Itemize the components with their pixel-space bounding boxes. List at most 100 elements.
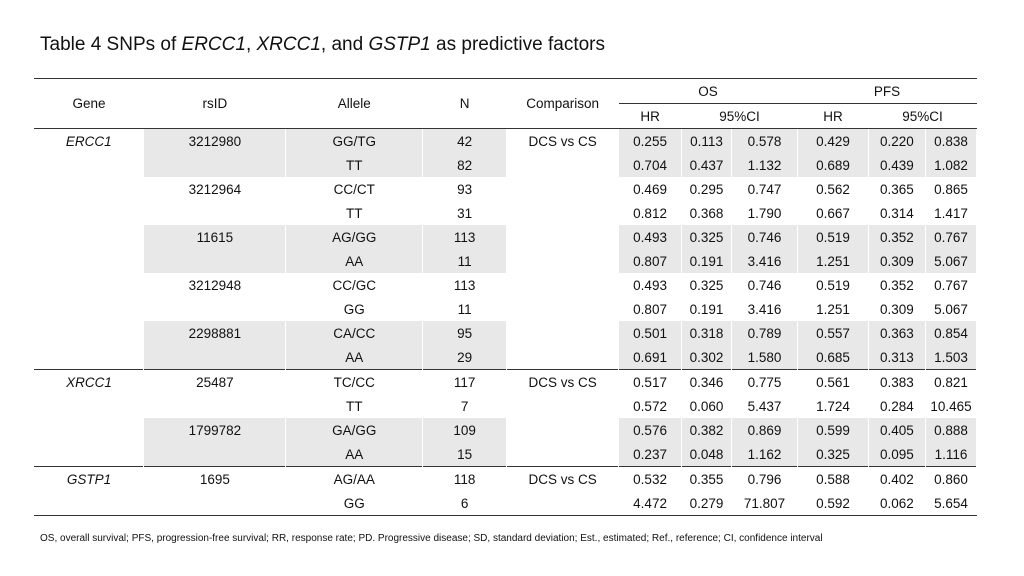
cell-os-hi: 3.416: [747, 301, 782, 317]
cell-n: 93: [457, 181, 473, 197]
cell-pfs-hr: 1.251: [797, 249, 869, 273]
cell-pfs-lo: 0.062: [868, 491, 926, 516]
cell-comparison: DCS vs CS: [528, 133, 597, 149]
cell-pfs-lo: 0.405: [867, 418, 926, 442]
table-header: Gene rsID Allele N Comparison OS PFS HR …: [34, 78, 977, 129]
table-row: 1799782 GA/GG 109 0.576 0.382 0.869 0.599 0.405…: [34, 418, 978, 442]
cell-allele: GA/GG: [285, 418, 424, 442]
cell-os-hr: 0.493: [618, 225, 683, 249]
cell-os-hr: 0.807: [633, 301, 667, 317]
cell-n: 11: [422, 249, 508, 273]
cell-os-lo: 0.325: [681, 225, 733, 249]
cell-rsid: 3212964: [188, 181, 242, 197]
header-pfs-ci: 95%CI: [868, 103, 977, 129]
cell-comparison: [507, 225, 619, 249]
cell-gene: [34, 153, 144, 177]
cell-allele: AA: [285, 249, 424, 273]
cell-os-hi: 5.437: [747, 398, 782, 414]
snp-table: Gene rsID Allele N Comparison OS PFS HR …: [34, 78, 978, 516]
cell-pfs-hi: 5.654: [925, 491, 977, 516]
title-gene-gstp1: GSTP1: [368, 34, 431, 55]
cell-comparison: [507, 297, 619, 321]
cell-gene: [34, 442, 144, 467]
cell-rsid: [143, 442, 287, 467]
cell-comparison: [506, 491, 619, 516]
cell-allele: CA/CC: [285, 321, 424, 345]
cell-os-hi: 71.807: [731, 491, 798, 516]
cell-pfs-hi: 1.082: [924, 153, 978, 177]
cell-n: 7: [460, 398, 469, 414]
cell-gene: ERCC1: [65, 133, 112, 149]
cell-pfs-hr: 0.685: [797, 345, 869, 370]
cell-os-hr: 0.576: [618, 418, 683, 442]
cell-gene: [34, 491, 144, 516]
cell-os-hr: 0.704: [618, 153, 683, 177]
cell-pfs-hr: 0.325: [797, 442, 869, 467]
table-title: Table 4 SNPs of ERCC1, XRCC1, and GSTP1 …: [40, 34, 605, 56]
cell-allele: TT: [285, 153, 424, 177]
cell-os-lo: 0.382: [681, 418, 733, 442]
cell-pfs-hr: 0.519: [797, 225, 869, 249]
cell-os-hr: 0.532: [618, 466, 682, 491]
cell-pfs-lo: 0.363: [867, 321, 926, 345]
cell-os-hi: 0.747: [747, 181, 782, 197]
table-row: GG 11 0.807 0.191 3.416 1.251 0.309 5.067: [34, 297, 977, 321]
cell-os-lo: 0.191: [689, 301, 724, 317]
cell-gene: [34, 297, 144, 321]
cell-pfs-hi: 5.067: [934, 301, 968, 317]
cell-os-lo: 0.318: [681, 321, 733, 345]
cell-os-lo: 0.302: [681, 345, 733, 370]
cell-pfs-hr: 0.592: [797, 491, 869, 516]
table-row: TT 7 0.572 0.060 5.437 1.724 0.284 10.465: [34, 394, 977, 418]
cell-pfs-hr: 0.429: [797, 128, 869, 153]
table-row: ERCC1 3212980 GG/TG 42 DCS vs CS 0.255 0.113 0.…: [34, 128, 978, 153]
cell-os-hi: 1.790: [747, 205, 782, 221]
cell-gene: [34, 394, 144, 418]
table-row: TT 82 0.704 0.437 1.132 0.689 0.439 1.082: [34, 153, 978, 177]
cell-pfs-lo: 0.313: [867, 345, 926, 370]
cell-n: 117: [422, 369, 507, 394]
cell-n: 15: [422, 442, 508, 467]
cell-rsid: 1695: [143, 466, 286, 491]
cell-gene: [34, 201, 144, 225]
cell-os-hr: 0.237: [618, 442, 683, 467]
title-sep2: , and: [320, 34, 369, 55]
cell-pfs-lo: 0.352: [880, 277, 914, 293]
header-pfs: PFS: [797, 78, 977, 104]
cell-os-lo: 0.368: [689, 205, 724, 221]
header-allele: Allele: [285, 78, 423, 129]
header-row-bottom: HR 95%CI HR 95%CI: [34, 103, 977, 129]
cell-os-hi: 0.796: [731, 466, 798, 491]
cell-pfs-hi: 0.854: [924, 321, 978, 345]
title-sep1: ,: [245, 34, 257, 55]
table-row: 2298881 CA/CC 95 0.501 0.318 0.789 0.557 0.363 0…: [34, 321, 978, 345]
cell-allele: TC/CC: [285, 369, 423, 394]
cell-pfs-hi: 1.116: [924, 442, 978, 467]
cell-os-hi: 0.789: [731, 321, 798, 345]
cell-pfs-lo: 0.383: [868, 369, 926, 394]
cell-rsid: [144, 297, 286, 321]
cell-pfs-hi: 0.888: [924, 418, 978, 442]
cell-allele: CC/CT: [333, 181, 375, 197]
cell-os-lo: 0.113: [681, 128, 733, 153]
cell-rsid: [144, 201, 286, 225]
cell-os-hi: 0.746: [747, 277, 782, 293]
footnote: OS, overall survival; PFS, progression-f…: [40, 533, 823, 544]
cell-n: 29: [422, 345, 508, 370]
header-comparison: Comparison: [506, 78, 619, 129]
cell-os-hr: 0.493: [633, 277, 667, 293]
cell-os-lo: 0.325: [689, 277, 724, 293]
cell-rsid: 11615: [143, 225, 287, 249]
cell-os-hi: 1.580: [731, 345, 798, 370]
cell-os-hi: 0.775: [731, 369, 798, 394]
cell-pfs-lo: 0.095: [867, 442, 926, 467]
cell-n: 118: [422, 466, 507, 491]
cell-pfs-hi: 5.067: [924, 249, 978, 273]
cell-comparison: [507, 394, 619, 418]
table-row: AA 15 0.237 0.048 1.162 0.325 0.095 1.116: [34, 442, 978, 467]
cell-comparison: [507, 321, 619, 345]
cell-pfs-hi: 0.767: [924, 225, 978, 249]
cell-pfs-lo: 0.309: [867, 249, 926, 273]
cell-n: 11: [457, 301, 472, 317]
cell-os-lo: 0.048: [681, 442, 733, 467]
